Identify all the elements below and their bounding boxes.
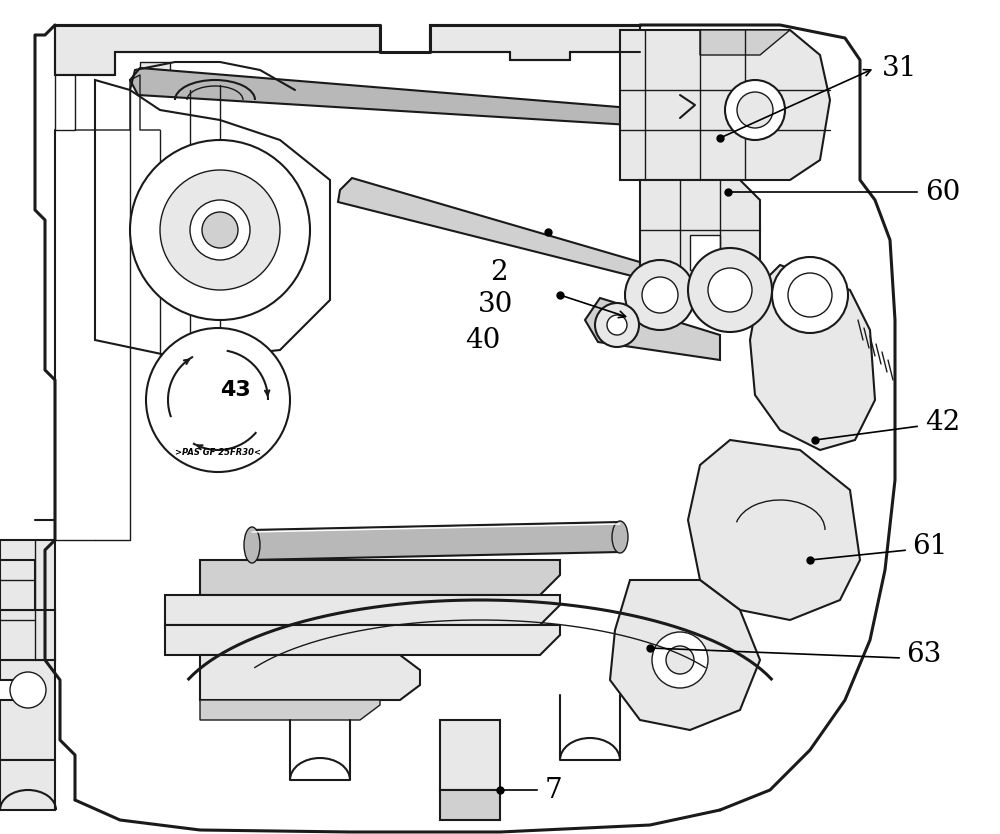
- Polygon shape: [0, 540, 55, 660]
- Circle shape: [190, 200, 250, 260]
- Text: 63: 63: [906, 641, 941, 669]
- Circle shape: [10, 672, 46, 708]
- Text: 43: 43: [220, 380, 250, 400]
- Polygon shape: [440, 790, 500, 820]
- Circle shape: [708, 268, 752, 312]
- Text: 7: 7: [545, 776, 563, 803]
- Polygon shape: [610, 580, 760, 730]
- Circle shape: [688, 248, 772, 332]
- Circle shape: [642, 277, 678, 313]
- Polygon shape: [95, 80, 330, 360]
- Polygon shape: [130, 68, 680, 128]
- Circle shape: [595, 303, 639, 347]
- Polygon shape: [690, 235, 720, 270]
- Circle shape: [666, 646, 694, 674]
- Circle shape: [652, 632, 708, 688]
- Polygon shape: [640, 180, 760, 280]
- Circle shape: [160, 170, 280, 290]
- Circle shape: [772, 257, 848, 333]
- Polygon shape: [165, 625, 560, 655]
- Circle shape: [202, 212, 238, 248]
- Polygon shape: [430, 25, 640, 60]
- Polygon shape: [200, 655, 420, 700]
- Polygon shape: [585, 298, 720, 360]
- Polygon shape: [0, 610, 55, 660]
- Text: 61: 61: [912, 532, 947, 560]
- Polygon shape: [440, 720, 500, 790]
- Polygon shape: [0, 760, 55, 810]
- Circle shape: [607, 315, 627, 335]
- Text: 31: 31: [882, 54, 917, 82]
- Circle shape: [625, 260, 695, 330]
- Circle shape: [725, 80, 785, 140]
- Text: 40: 40: [465, 326, 500, 354]
- Text: >PAS GF 25FR30<: >PAS GF 25FR30<: [175, 448, 261, 456]
- Ellipse shape: [612, 521, 628, 553]
- Circle shape: [146, 328, 290, 472]
- Text: 2: 2: [490, 259, 508, 285]
- Polygon shape: [700, 30, 790, 55]
- Polygon shape: [0, 560, 35, 610]
- Circle shape: [788, 273, 832, 317]
- Polygon shape: [55, 25, 380, 75]
- Ellipse shape: [244, 527, 260, 563]
- Polygon shape: [250, 522, 620, 560]
- Polygon shape: [620, 30, 830, 180]
- Polygon shape: [165, 595, 560, 625]
- Polygon shape: [200, 700, 380, 720]
- Polygon shape: [338, 178, 650, 278]
- Polygon shape: [688, 440, 860, 620]
- Polygon shape: [0, 660, 55, 760]
- Polygon shape: [200, 560, 560, 595]
- Text: 42: 42: [925, 409, 960, 435]
- Polygon shape: [750, 265, 875, 450]
- Circle shape: [130, 140, 310, 320]
- Polygon shape: [140, 62, 170, 78]
- Text: 60: 60: [925, 178, 960, 205]
- Circle shape: [737, 92, 773, 128]
- Text: 30: 30: [478, 292, 513, 319]
